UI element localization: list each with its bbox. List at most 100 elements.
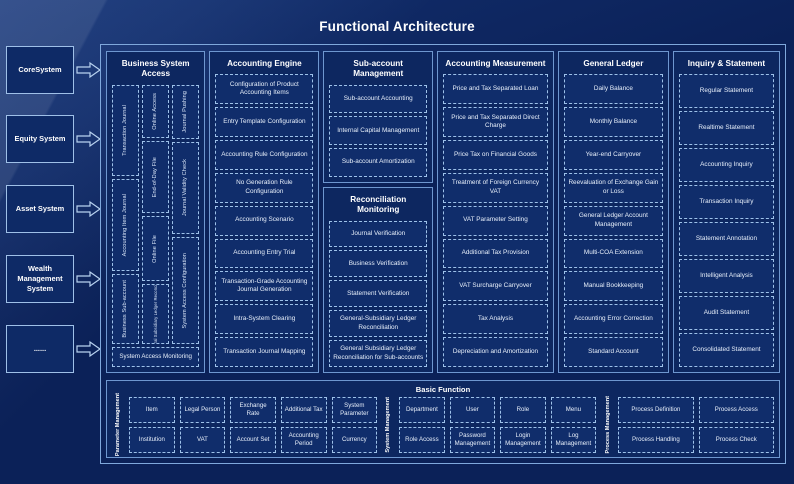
- ledger-cell[interactable]: Year-end Carryover: [563, 139, 663, 170]
- column-heading: Inquiry & Statement: [687, 59, 766, 68]
- source-system-row: Wealth Management System: [6, 255, 102, 303]
- capability-columns: Business System Access Transaction Journ…: [104, 48, 782, 376]
- measurement-cell[interactable]: Depreciation and Amortization: [443, 337, 548, 367]
- source-system-coresystem[interactable]: CoreSystem: [6, 46, 74, 94]
- column-heading: Sub-account Management: [353, 59, 404, 79]
- arrow-icon: [76, 199, 102, 219]
- process-cell-process-handling[interactable]: Process Handling: [618, 427, 694, 453]
- ledger-cell[interactable]: Multi-COA Extension: [563, 238, 663, 269]
- param-cell-account-set[interactable]: Account Set: [230, 427, 276, 453]
- column-heading: Accounting Engine: [227, 59, 302, 68]
- panel-reconciliation-monitoring: Reconciliation Monitoring Journal Verifi…: [323, 187, 434, 373]
- reconciliation-cell[interactable]: Business Verification: [329, 250, 428, 278]
- measurement-cell[interactable]: VAT Parameter Setting: [443, 205, 548, 236]
- bsa-cell-accounting-item-journal[interactable]: Accounting Item Journal: [112, 179, 140, 271]
- measurement-cell[interactable]: Price Tax on Financial Goods: [443, 139, 548, 170]
- sub-account-cell[interactable]: Internal Capital Management: [329, 116, 428, 146]
- process-cell-process-access[interactable]: Process Access: [698, 397, 774, 423]
- param-cell-legal-person[interactable]: Legal Person: [179, 397, 226, 423]
- inquiry-cell[interactable]: Accounting Inquiry: [678, 148, 775, 183]
- column-inquiry-statement: Inquiry & Statement Regular Statement Re…: [672, 51, 781, 373]
- bsa-cell-journal-validity-check[interactable]: Journal Validity Check: [172, 141, 200, 235]
- inquiry-cell[interactable]: Transaction Inquiry: [678, 185, 775, 220]
- ledger-cell[interactable]: Accounting Error Correction: [563, 304, 663, 335]
- reconciliation-cell[interactable]: General Subsidiary Ledger Reconciliation…: [329, 340, 428, 368]
- reconciliation-cell[interactable]: Journal Verification: [329, 220, 428, 248]
- source-system-asset[interactable]: Asset System: [6, 185, 74, 233]
- param-cell-currency[interactable]: Currency: [331, 427, 378, 453]
- engine-cell[interactable]: Entry Template Configuration: [215, 107, 314, 137]
- measurement-cell[interactable]: Treatment of Foreign Currency VAT: [443, 172, 548, 203]
- ledger-cell[interactable]: Manual Bookkeeping: [563, 271, 663, 302]
- bsa-cell-business-sub-account[interactable]: Business Sub-account: [112, 273, 140, 344]
- reconciliation-cell[interactable]: General-Subsidiary Ledger Reconciliation: [329, 310, 428, 338]
- cell-label: End-of-Day File: [152, 156, 159, 198]
- measurement-cell[interactable]: Additional Tax Provision: [443, 238, 548, 269]
- measurement-cell[interactable]: Price and Tax Separated Loan: [443, 74, 548, 105]
- cell-label: Accounting Item Journal: [121, 193, 128, 257]
- engine-cell[interactable]: Transaction Journal Mapping: [215, 337, 314, 367]
- param-cell-system-parameter[interactable]: System Parameter: [331, 397, 378, 423]
- panel-sub-account-management: Sub-account Management Sub-account Accou…: [323, 51, 434, 183]
- param-cell-vat[interactable]: VAT: [179, 427, 226, 453]
- bsa-cell-online-access[interactable]: Online Access: [142, 84, 170, 138]
- ledger-cell[interactable]: Monthly Balance: [563, 107, 663, 137]
- inquiry-cell[interactable]: Regular Statement: [678, 74, 775, 109]
- system-cell-menu[interactable]: Menu: [550, 397, 597, 423]
- source-system-equity[interactable]: Equity System: [6, 115, 74, 163]
- system-cell-role[interactable]: Role: [500, 397, 546, 423]
- param-cell-institution[interactable]: Institution: [129, 427, 175, 453]
- param-cell-accounting-period[interactable]: Accounting Period: [280, 427, 327, 453]
- system-cell-log-management[interactable]: Log Management: [550, 427, 597, 453]
- param-cell-item[interactable]: Item: [129, 397, 175, 423]
- sub-account-cell[interactable]: Sub-account Amortization: [329, 148, 428, 177]
- ledger-cell[interactable]: Daily Balance: [563, 74, 663, 105]
- system-cell-role-access[interactable]: Role Access: [399, 427, 445, 453]
- cell-label: Online Access: [152, 92, 159, 130]
- system-cell-password-management[interactable]: Password Management: [449, 427, 496, 453]
- arrow-icon: [76, 60, 102, 80]
- column-business-system-access: Business System Access Transaction Journ…: [106, 51, 206, 373]
- bsa-cell-system-access-monitoring[interactable]: System Access Monitoring: [112, 347, 200, 367]
- system-cell-login-management[interactable]: Login Management: [500, 427, 546, 453]
- process-cell-process-check[interactable]: Process Check: [698, 427, 774, 453]
- bsa-cell-end-of-day-file[interactable]: End-of-Day File: [142, 140, 170, 214]
- reconciliation-cell[interactable]: Statement Verification: [329, 280, 428, 308]
- inquiry-cell[interactable]: Consolidated Statement: [678, 333, 775, 367]
- engine-cell[interactable]: Intra-System Clearing: [215, 304, 314, 335]
- engine-cell[interactable]: Accounting Scenario: [215, 205, 314, 236]
- param-cell-additional-tax[interactable]: Additional Tax: [280, 397, 327, 423]
- group-system-management: System Management Department User Role M…: [382, 397, 597, 453]
- bsa-cell-online-file[interactable]: Online File: [142, 216, 170, 281]
- bsa-cell-general-subsidiary-ledger-reconciliation[interactable]: General Subsidiary Ledger Reconciliation: [142, 283, 170, 344]
- ledger-cell[interactable]: General Ledger Account Management: [563, 205, 663, 236]
- measurement-cell[interactable]: VAT Surcharge Carryover: [443, 271, 548, 302]
- sub-account-cell[interactable]: Sub-account Accounting: [329, 84, 428, 114]
- source-system-row: Asset System: [6, 185, 102, 233]
- source-system-more[interactable]: ......: [6, 325, 74, 373]
- system-cell-user[interactable]: User: [449, 397, 496, 423]
- ledger-cell[interactable]: Reevaluation of Exchange Gain or Loss: [563, 172, 663, 203]
- engine-cell[interactable]: Configuration of Product Accounting Item…: [215, 74, 314, 105]
- process-cell-process-definition[interactable]: Process Definition: [618, 397, 694, 423]
- engine-cell[interactable]: Transaction-Grade Accounting Journal Gen…: [215, 271, 314, 302]
- measurement-cell[interactable]: Price and Tax Separated Direct Charge: [443, 107, 548, 137]
- bsa-cell-journal-pushing[interactable]: Journal Pushing: [172, 84, 200, 139]
- ledger-cell[interactable]: Standard Account: [563, 337, 663, 367]
- bsa-cell-transaction-journal[interactable]: Transaction Journal: [112, 84, 140, 177]
- param-cell-exchange-rate[interactable]: Exchange Rate: [230, 397, 276, 423]
- basic-function-panel: Basic Function Parameter Management Item…: [106, 380, 780, 458]
- measurement-cell[interactable]: Tax Analysis: [443, 304, 548, 335]
- inquiry-cell[interactable]: Audit Statement: [678, 296, 775, 331]
- source-system-wealth-management[interactable]: Wealth Management System: [6, 255, 74, 303]
- engine-cell[interactable]: No Generation Rule Configuration: [215, 172, 314, 203]
- bsa-cell-system-access-configuration[interactable]: System Access Configuration: [172, 237, 200, 344]
- engine-cell[interactable]: Accounting Rule Configuration: [215, 139, 314, 170]
- inquiry-cell[interactable]: Realtime Statement: [678, 111, 775, 146]
- group-label-text: Process Management: [604, 396, 611, 454]
- inquiry-cell[interactable]: Intelligent Analysis: [678, 259, 775, 294]
- inquiry-cell[interactable]: Statement Annotation: [678, 222, 775, 257]
- engine-cell[interactable]: Accounting Entry Trial: [215, 238, 314, 269]
- system-cell-department[interactable]: Department: [399, 397, 445, 423]
- column-heading: Accounting Measurement: [445, 59, 546, 68]
